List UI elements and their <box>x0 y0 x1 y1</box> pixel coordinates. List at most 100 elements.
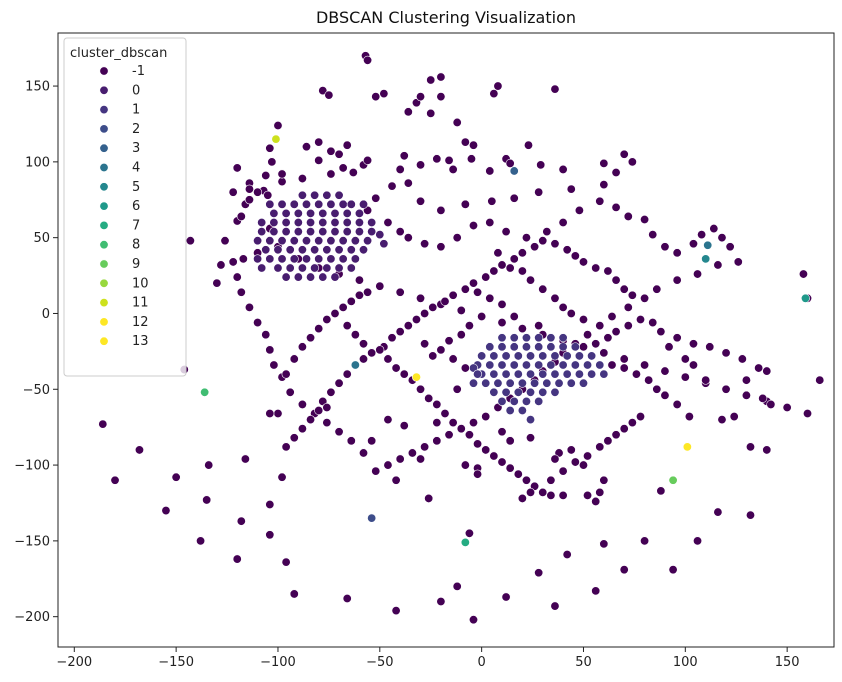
scatter-point-cluster-0 <box>306 272 316 282</box>
scatter-point-cluster-0 <box>310 263 320 273</box>
scatter-point-cluster-0 <box>322 245 332 255</box>
scatter-point-cluster-0 <box>281 272 291 282</box>
scatter-point-cluster-1 <box>542 378 552 388</box>
scatter-point-cluster--1 <box>595 196 605 206</box>
scatter-point-cluster-0 <box>363 236 373 246</box>
scatter-point-cluster--1 <box>432 436 442 446</box>
scatter-point-cluster--1 <box>648 318 658 328</box>
scatter-point-cluster--1 <box>526 487 536 497</box>
scatter-point-cluster--1 <box>448 164 458 174</box>
scatter-point-cluster--1 <box>202 495 212 505</box>
scatter-point-cluster--1 <box>536 160 546 170</box>
scatter-point-cluster--1 <box>379 89 389 99</box>
scatter-point-cluster--1 <box>501 592 511 602</box>
scatter-point-cluster-1 <box>534 333 544 343</box>
scatter-point-cluster--1 <box>436 205 446 215</box>
scatter-point-cluster--1 <box>338 302 348 312</box>
scatter-point-cluster--1 <box>546 490 556 500</box>
scatter-point-cluster--1 <box>383 460 393 470</box>
scatter-point-cluster--1 <box>306 415 316 425</box>
scatter-point-cluster--1 <box>709 224 719 234</box>
scatter-point-cluster--1 <box>277 169 287 179</box>
scatter-point-cluster--1 <box>448 354 458 364</box>
scatter-point-cluster--1 <box>342 593 352 603</box>
scatter-point-cluster--1 <box>550 239 560 249</box>
scatter-point-cluster--1 <box>395 164 405 174</box>
scatter-point-cluster--1 <box>244 184 254 194</box>
scatter-point-cluster-1 <box>587 351 597 361</box>
scatter-point-cluster-0 <box>342 208 352 218</box>
scatter-point-cluster--1 <box>583 330 593 340</box>
scatter-point-cluster--1 <box>134 445 144 455</box>
legend-label: -1 <box>132 64 145 79</box>
scatter-point-cluster-1 <box>489 369 499 379</box>
scatter-point-cluster-0 <box>277 236 287 246</box>
scatter-point-cluster-1 <box>587 369 597 379</box>
scatter-point-cluster-0 <box>289 236 299 246</box>
scatter-point-cluster-1 <box>534 360 544 370</box>
scatter-point-cluster--1 <box>803 409 813 419</box>
scatter-point-cluster--1 <box>754 363 764 373</box>
scatter-point-cluster-0 <box>310 190 320 200</box>
plot-frame <box>57 32 835 648</box>
scatter-point-cluster--1 <box>468 221 478 231</box>
scatter-point-cluster--1 <box>395 454 405 464</box>
scatter-point-cluster-1 <box>517 405 527 415</box>
scatter-point-cluster--1 <box>460 137 470 147</box>
scatter-point-cluster--1 <box>688 239 698 249</box>
scatter-point-cluster-1 <box>497 396 507 406</box>
scatter-point-cluster--1 <box>432 418 442 428</box>
scatter-point-cluster-0 <box>281 208 291 218</box>
scatter-point-cluster--1 <box>204 460 214 470</box>
scatter-point-cluster--1 <box>273 409 283 419</box>
scatter-point-cluster--1 <box>367 436 377 446</box>
scatter-point-cluster-0 <box>330 208 340 218</box>
legend-label: 2 <box>132 122 140 137</box>
scatter-point-cluster--1 <box>599 539 609 549</box>
scatter-point-cluster--1 <box>420 442 430 452</box>
axes: −200 −150 −100 −50 0 50 100 150−200−150−100−500… <box>14 80 799 670</box>
scatter-point-cluster-0 <box>277 199 287 209</box>
scatter-point-cluster--1 <box>436 72 446 82</box>
scatter-point-cluster-1 <box>509 342 519 352</box>
scatter-point-cluster-4 <box>350 360 360 370</box>
legend-marker <box>99 105 109 115</box>
scatter-point-cluster--1 <box>591 496 601 506</box>
scatter-point-cluster-1 <box>526 415 536 425</box>
scatter-point-cluster--1 <box>517 324 527 334</box>
legend-label: 3 <box>132 141 140 156</box>
scatter-point-cluster--1 <box>375 281 385 291</box>
scatter-point-cluster--1 <box>574 205 584 215</box>
scatter-point-cluster--1 <box>342 369 352 379</box>
scatter-point-cluster--1 <box>717 233 727 243</box>
scatter-point-cluster--1 <box>436 345 446 355</box>
scatter-point-cluster--1 <box>725 242 735 252</box>
scatter-point-cluster-1 <box>489 387 499 397</box>
scatter-point-cluster-0 <box>257 227 267 237</box>
scatter-point-cluster--1 <box>741 390 751 400</box>
scatter-point-cluster-1 <box>526 351 536 361</box>
scatter-point-cluster--1 <box>342 140 352 150</box>
scatter-point-cluster--1 <box>688 339 698 349</box>
scatter-point-cluster-0 <box>322 263 332 273</box>
x-tick-label: 50 <box>575 655 592 670</box>
scatter-point-cluster--1 <box>456 424 466 434</box>
scatter-point-cluster--1 <box>623 211 633 221</box>
scatter-point-cluster-1 <box>574 369 584 379</box>
scatter-point-cluster--1 <box>493 248 503 258</box>
scatter-point-cluster--1 <box>627 290 637 300</box>
scatter-point-cluster--1 <box>815 375 825 385</box>
scatter-point-cluster-0 <box>265 236 275 246</box>
scatter-point-cluster--1 <box>566 445 576 455</box>
scatter-point-cluster-1 <box>513 387 523 397</box>
scatter-point-cluster--1 <box>420 308 430 318</box>
scatter-point-cluster--1 <box>322 418 332 428</box>
scatter-point-cluster-1 <box>578 378 588 388</box>
scatter-point-cluster--1 <box>350 330 360 340</box>
scatter-point-cluster-1 <box>554 378 564 388</box>
scatter-point-cluster--1 <box>346 436 356 446</box>
scatter-point-cluster--1 <box>526 275 536 285</box>
scatter-point-cluster--1 <box>745 442 755 452</box>
scatter-point-cluster--1 <box>452 384 462 394</box>
